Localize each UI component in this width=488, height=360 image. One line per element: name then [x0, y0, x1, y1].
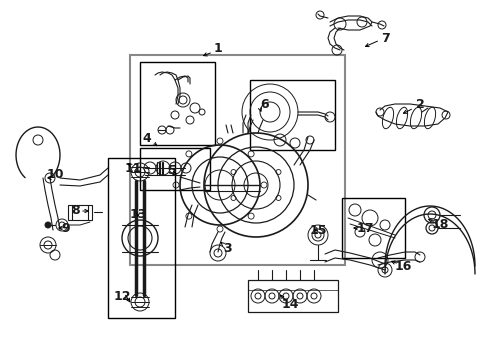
Text: 5: 5	[167, 163, 176, 176]
Text: 13: 13	[129, 208, 146, 221]
Text: 15: 15	[308, 224, 326, 237]
Bar	[140, 148, 209, 190]
Bar	[247, 280, 337, 312]
Text: 9: 9	[61, 221, 70, 234]
Text: 6: 6	[260, 99, 269, 112]
Text: 18: 18	[430, 219, 448, 231]
Text: 10: 10	[46, 168, 63, 181]
Bar	[130, 55, 345, 265]
Text: 8: 8	[72, 203, 80, 216]
Text: 16: 16	[393, 261, 411, 274]
Text: 3: 3	[223, 242, 232, 255]
Text: 14: 14	[281, 298, 298, 311]
Text: 1: 1	[213, 41, 222, 54]
Text: 7: 7	[380, 31, 388, 45]
Text: 4: 4	[142, 131, 151, 144]
Text: 17: 17	[356, 221, 373, 234]
Bar	[140, 62, 215, 145]
Text: 12: 12	[113, 289, 130, 302]
Text: 2: 2	[415, 99, 424, 112]
Bar	[68, 205, 92, 220]
Bar	[108, 158, 175, 318]
Text: 11: 11	[124, 162, 142, 175]
Bar	[341, 198, 404, 258]
Circle shape	[45, 222, 51, 228]
Bar	[249, 80, 334, 150]
